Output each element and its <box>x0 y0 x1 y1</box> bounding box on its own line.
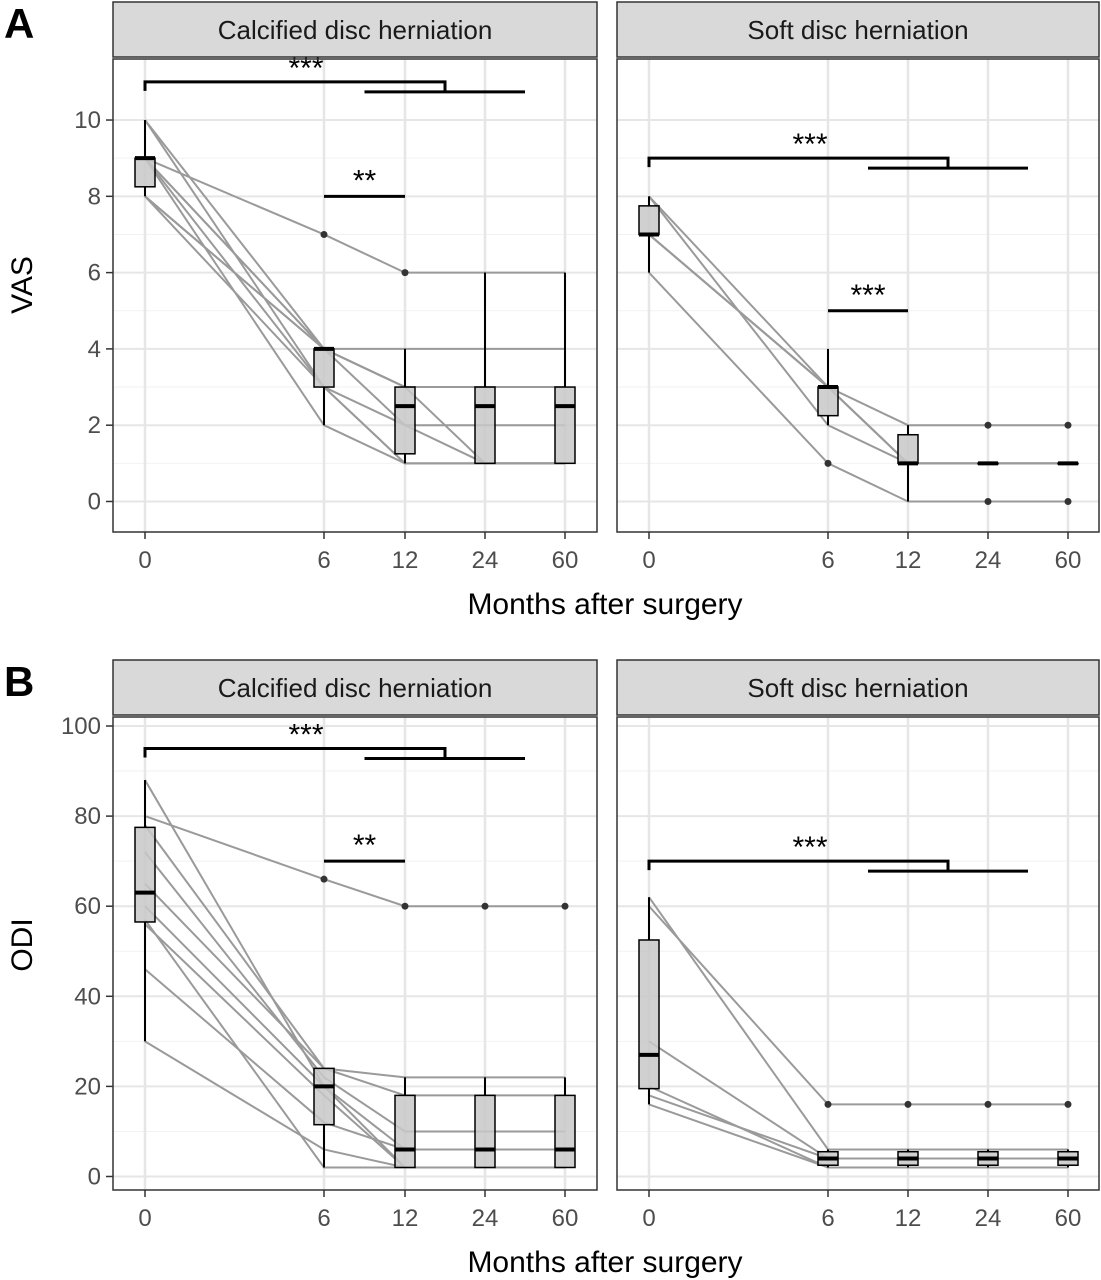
x-tick-label: 0 <box>642 547 655 574</box>
facet-strip <box>616 659 1100 716</box>
x-axis-title-a: Months after surgery <box>467 588 742 621</box>
plot-background <box>617 59 1099 532</box>
y-tick-label: 80 <box>74 803 101 830</box>
significance-label: *** <box>288 52 323 85</box>
plot-background <box>113 717 597 1190</box>
box-iqr <box>638 205 660 236</box>
outlier-point <box>401 269 409 277</box>
outlier-point <box>320 875 328 883</box>
x-tick-label: 24 <box>975 547 1002 574</box>
facet-title: Soft disc herniation <box>747 673 968 703</box>
y-tick-label: 2 <box>88 412 101 439</box>
outlier-point <box>984 1100 992 1108</box>
x-axis-title-b: Months after surgery <box>467 1246 742 1279</box>
outlier-point <box>481 902 489 910</box>
y-tick-label: 100 <box>61 713 101 740</box>
x-tick-label: 0 <box>138 1205 151 1232</box>
box-iqr <box>638 939 660 1090</box>
box-iqr <box>474 386 496 465</box>
y-tick-label: 20 <box>74 1073 101 1100</box>
box-iqr <box>554 1094 576 1169</box>
y-tick-label: 8 <box>88 183 101 210</box>
box-iqr <box>817 386 839 417</box>
x-tick-label: 60 <box>1055 1205 1082 1232</box>
box-iqr <box>394 1094 416 1169</box>
outlier-point <box>984 497 992 505</box>
significance-label: *** <box>792 128 827 161</box>
y-tick-label: 10 <box>74 107 101 134</box>
x-tick-label: 60 <box>552 1205 579 1232</box>
box-iqr <box>134 826 156 923</box>
x-tick-label: 60 <box>552 547 579 574</box>
x-tick-label: 24 <box>472 1205 499 1232</box>
significance-label: ** <box>353 164 377 197</box>
facet-strip <box>112 1 598 58</box>
outlier-point <box>984 421 992 429</box>
x-tick-label: 12 <box>895 1205 922 1232</box>
outlier-point <box>824 1100 832 1108</box>
plot-border <box>112 716 598 1191</box>
x-tick-label: 6 <box>317 547 330 574</box>
x-tick-label: 60 <box>1055 547 1082 574</box>
plot-layer: Calcified disc herniation*****0 6 12 24 6002… <box>61 1 1100 1232</box>
y-tick-label: 60 <box>74 893 101 920</box>
significance-label: *** <box>288 719 323 752</box>
y-axis-title-b: ODI <box>6 918 39 971</box>
y-tick-label: 4 <box>88 336 101 363</box>
outlier-point <box>401 902 409 910</box>
y-tick-label: 6 <box>88 260 101 287</box>
significance-label: *** <box>850 279 885 312</box>
x-tick-label: 12 <box>392 1205 419 1232</box>
plot-border <box>616 716 1100 1191</box>
plot-background <box>113 59 597 532</box>
outlier-point <box>320 230 328 238</box>
significance-bracket <box>143 80 447 91</box>
y-axis-title-a: VAS <box>6 256 39 314</box>
outlier-point <box>904 1100 912 1108</box>
x-tick-label: 0 <box>138 547 151 574</box>
significance-bracket <box>647 859 950 871</box>
x-tick-label: 12 <box>895 547 922 574</box>
x-tick-label: 6 <box>317 1205 330 1232</box>
outlier-point <box>824 459 832 467</box>
significance-label: *** <box>792 831 827 864</box>
outlier-point <box>1064 497 1072 505</box>
box-iqr <box>134 157 156 188</box>
plot-border <box>616 58 1100 533</box>
x-tick-label: 24 <box>975 1205 1002 1232</box>
x-tick-label: 6 <box>821 1205 834 1232</box>
plot-background <box>617 717 1099 1190</box>
box-iqr <box>313 1067 335 1126</box>
facet-strip <box>616 1 1100 58</box>
plot-border <box>112 58 598 533</box>
y-tick-label: 40 <box>74 983 101 1010</box>
y-tick-label: 0 <box>88 1163 101 1190</box>
significance-bracket <box>647 156 950 168</box>
box-iqr <box>554 386 576 465</box>
box-iqr <box>474 1094 496 1169</box>
outlier-point <box>1064 1100 1072 1108</box>
box-iqr <box>394 386 416 455</box>
facet-title: Soft disc herniation <box>747 15 968 45</box>
outlier-point <box>561 902 569 910</box>
panel-label-b: B <box>4 658 34 705</box>
facet-title: Calcified disc herniation <box>218 15 493 45</box>
facet-strip <box>112 659 598 716</box>
box-iqr <box>313 348 335 388</box>
x-tick-label: 0 <box>642 1205 655 1232</box>
x-tick-label: 24 <box>472 547 499 574</box>
y-tick-label: 0 <box>88 488 101 515</box>
significance-label: ** <box>353 829 377 862</box>
x-tick-label: 12 <box>392 547 419 574</box>
panel-label-a: A <box>4 0 34 47</box>
significance-bracket <box>143 747 447 758</box>
x-tick-label: 6 <box>821 547 834 574</box>
facet-title: Calcified disc herniation <box>218 673 493 703</box>
outlier-point <box>1064 421 1072 429</box>
box-iqr <box>897 433 919 465</box>
